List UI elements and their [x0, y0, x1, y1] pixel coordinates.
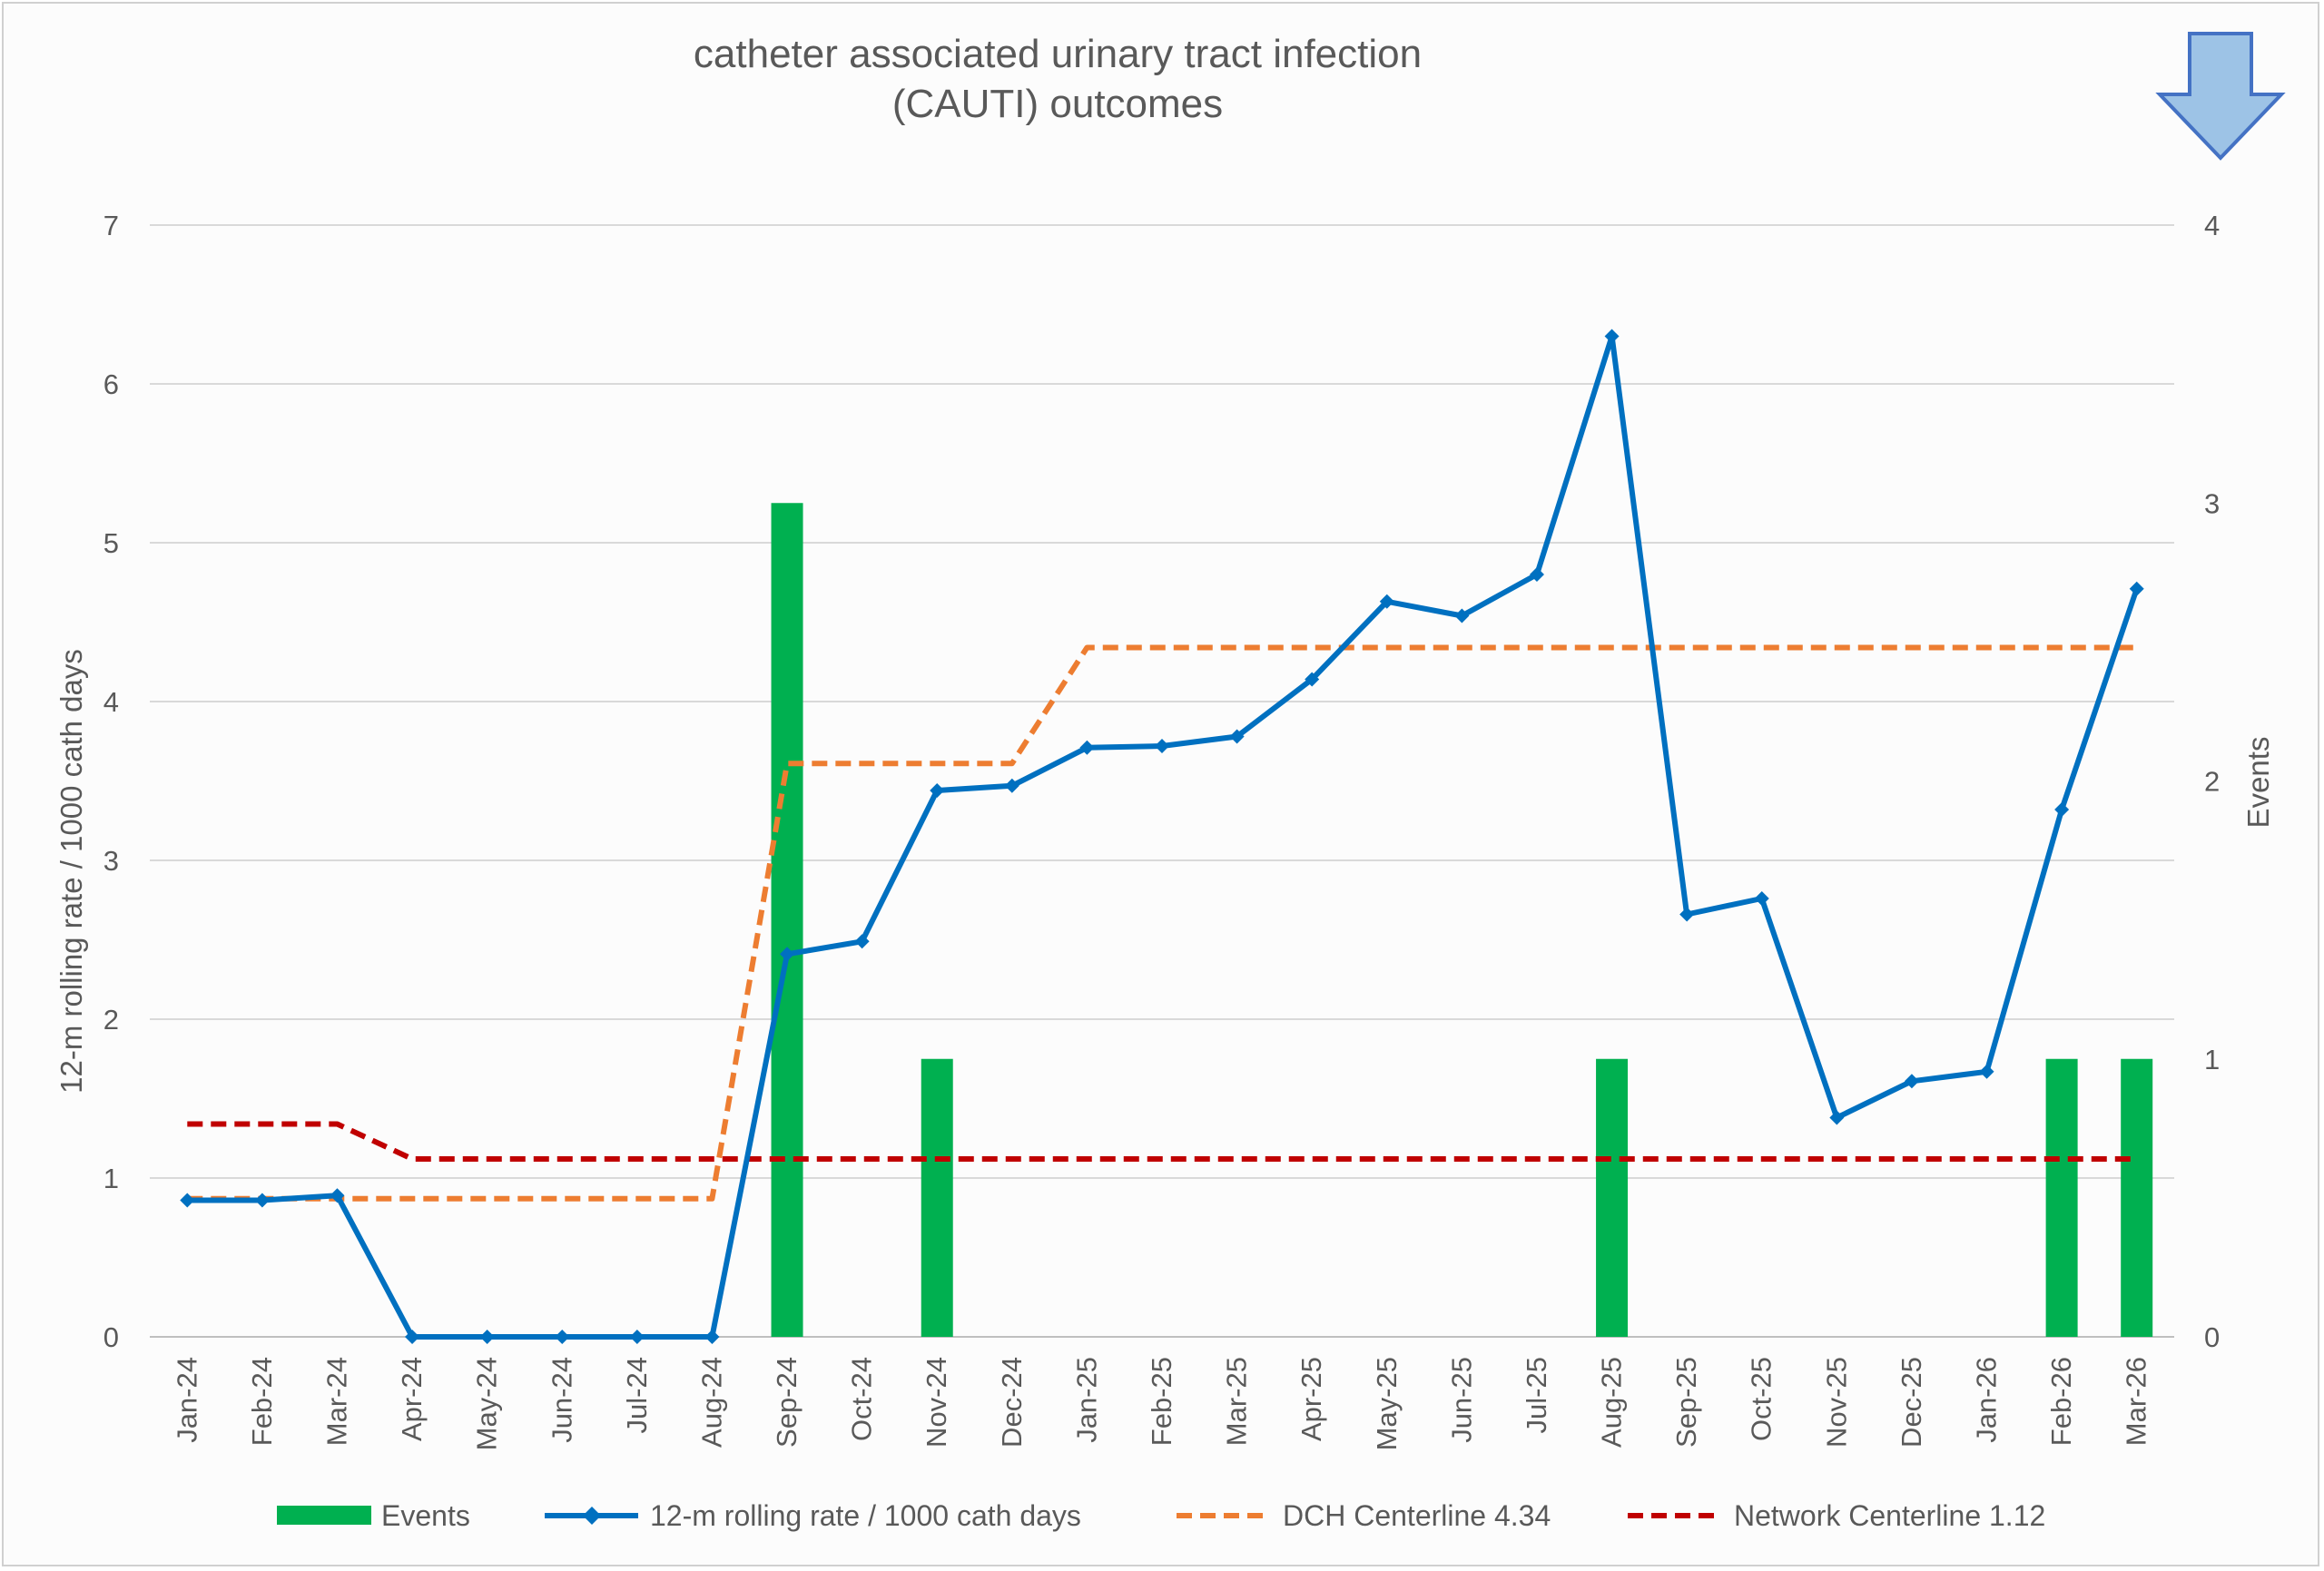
- left-axis-title: 12-m rolling rate / 1000 cath days: [54, 649, 88, 1094]
- left-tick-label: 7: [103, 210, 119, 241]
- x-tick-label: Dec-24: [996, 1357, 1028, 1448]
- legend-marker-diamond-icon: [583, 1507, 601, 1525]
- left-tick-label: 1: [103, 1163, 119, 1194]
- x-tick-label: May-25: [1371, 1357, 1403, 1450]
- x-tick-label: Oct-25: [1746, 1357, 1777, 1441]
- x-axis-ticks: Jan-24 Feb-24 Mar-24 Apr-24 May-24 Jun-24 Jul-…: [171, 1357, 2152, 1450]
- legend-label-rate: 12-m rolling rate / 1000 cath days: [650, 1499, 1081, 1532]
- series-line-1: [187, 333, 2140, 1340]
- x-tick-label: Aug-25: [1596, 1357, 1628, 1448]
- right-tick-label: 0: [2204, 1321, 2220, 1353]
- x-tick-label: Jun-25: [1445, 1357, 1477, 1443]
- x-tick-label: Apr-25: [1295, 1357, 1327, 1441]
- x-tick-label: Dec-25: [1896, 1357, 1927, 1448]
- legend-label-events: Events: [381, 1499, 470, 1532]
- events-bar: [921, 1058, 953, 1337]
- x-tick-label: Jun-24: [546, 1357, 577, 1443]
- legend-swatch-events: [277, 1506, 371, 1525]
- series-lines: [187, 333, 2140, 1340]
- rate-point: [330, 1188, 345, 1203]
- x-tick-label: May-24: [471, 1357, 503, 1450]
- legend-label-network: Network Centerline 1.12: [1734, 1499, 2045, 1532]
- rate-point: [930, 783, 945, 798]
- rate-point: [629, 1330, 645, 1344]
- rate-point: [1604, 329, 1620, 344]
- x-tick-label: Feb-24: [246, 1357, 278, 1446]
- right-tick-label: 2: [2204, 766, 2220, 798]
- x-tick-label: Oct-24: [846, 1357, 878, 1441]
- rate-point: [704, 1330, 720, 1344]
- right-tick-label: 4: [2204, 210, 2220, 241]
- rate-point: [555, 1330, 570, 1344]
- x-tick-label: Sep-25: [1670, 1357, 1702, 1448]
- series-line-2: [187, 644, 2137, 1202]
- left-tick-label: 5: [103, 527, 119, 559]
- chart-title-line-1: catheter associated urinary tract infect…: [694, 32, 1422, 76]
- left-tick-label: 4: [103, 686, 119, 718]
- rate-point: [1079, 740, 1095, 755]
- down-arrow-icon: [2155, 32, 2286, 161]
- x-tick-label: Jul-24: [621, 1357, 653, 1433]
- x-tick-label: Mar-24: [320, 1357, 352, 1446]
- rate-point: [1529, 567, 1544, 582]
- left-tick-label: 0: [103, 1321, 119, 1353]
- rate-point: [1979, 1064, 1994, 1079]
- rate-point: [1454, 608, 1470, 623]
- rate-point: [2129, 581, 2144, 596]
- right-axis-ticks: 0 1 2 3 4: [2204, 210, 2220, 1353]
- x-tick-label: Feb-26: [2045, 1357, 2077, 1446]
- events-bar: [771, 503, 803, 1337]
- legend-label-dch: DCH Centerline 4.34: [1283, 1499, 1551, 1532]
- x-tick-label: Jan-25: [1070, 1357, 1102, 1443]
- x-tick-label: Sep-24: [771, 1357, 803, 1448]
- legend: Events 12-m rolling rate / 1000 cath day…: [277, 1499, 2045, 1532]
- x-tick-label: Aug-24: [695, 1357, 727, 1448]
- rate-point: [1155, 739, 1169, 753]
- series-line-3: [187, 1121, 2137, 1162]
- x-tick-label: Feb-25: [1146, 1357, 1177, 1446]
- x-tick-label: Jan-24: [171, 1357, 202, 1443]
- rate-point: [1754, 891, 1769, 906]
- events-bars: [771, 503, 2153, 1337]
- events-bar: [2121, 1058, 2153, 1337]
- right-axis-title: Events: [2241, 737, 2275, 829]
- x-tick-label: Jul-25: [1521, 1357, 1552, 1433]
- rate-point: [180, 1193, 195, 1208]
- x-tick-label: Nov-25: [1820, 1357, 1852, 1448]
- rate-markers: [180, 329, 2144, 1344]
- rate-point: [1679, 907, 1695, 922]
- rate-point: [479, 1330, 495, 1344]
- chart-title-line-2: (CAUTI) outcomes: [892, 82, 1223, 126]
- rate-point: [1004, 778, 1019, 793]
- rate-point: [405, 1330, 420, 1344]
- x-tick-label: Apr-24: [396, 1357, 428, 1441]
- x-tick-label: Jan-26: [1971, 1357, 2003, 1443]
- x-tick-label: Mar-26: [2121, 1357, 2152, 1446]
- gridlines: [150, 224, 2174, 1338]
- left-tick-label: 6: [103, 368, 119, 400]
- rate-point: [854, 934, 870, 949]
- rate-point: [1904, 1074, 1919, 1089]
- rate-point: [1829, 1110, 1845, 1125]
- rate-point: [254, 1193, 270, 1208]
- x-tick-label: Nov-24: [921, 1357, 952, 1448]
- rate-point: [2054, 802, 2070, 817]
- right-tick-label: 3: [2204, 487, 2220, 519]
- x-tick-label: Mar-25: [1221, 1357, 1253, 1446]
- left-tick-label: 2: [103, 1004, 119, 1036]
- events-bar: [2045, 1058, 2078, 1337]
- events-bar: [1596, 1058, 1629, 1337]
- left-axis-ticks: 0 1 2 3 4 5 6 7: [103, 210, 119, 1353]
- rate-point: [780, 947, 795, 962]
- rate-point: [1305, 672, 1320, 687]
- rate-point: [1229, 729, 1245, 744]
- right-tick-label: 1: [2204, 1044, 2220, 1075]
- left-tick-label: 3: [103, 845, 119, 877]
- rate-point: [1379, 594, 1394, 609]
